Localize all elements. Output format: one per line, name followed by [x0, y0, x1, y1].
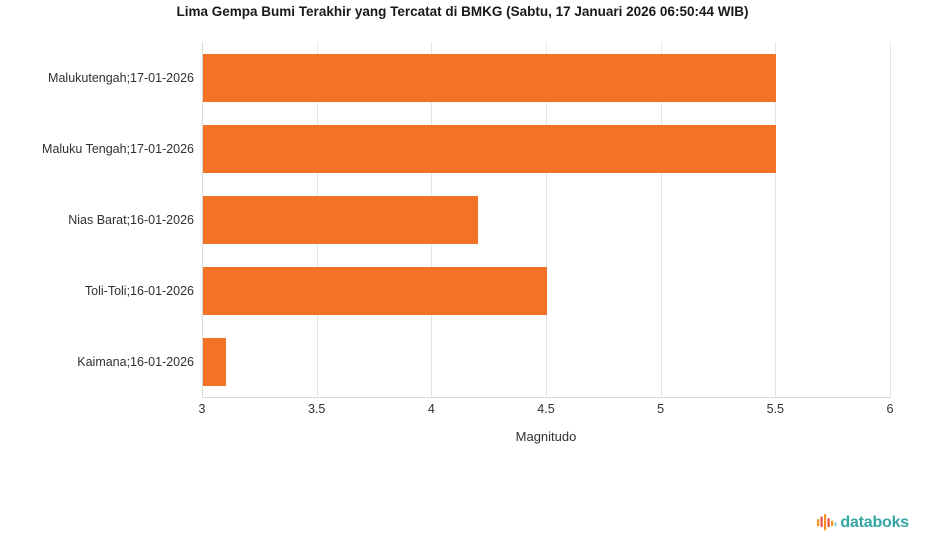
category-label: Nias Barat;16-01-2026	[68, 212, 194, 227]
plot-area	[202, 42, 891, 398]
x-tick-label: 3.5	[307, 402, 326, 416]
databoks-wordmark: databoks	[840, 514, 909, 531]
databoks-bars-icon	[817, 513, 837, 531]
gridline	[660, 42, 662, 397]
bar	[203, 195, 479, 244]
bar	[203, 337, 226, 386]
gridline	[546, 42, 547, 397]
x-tick-label: 5.5	[766, 402, 785, 416]
bar	[203, 266, 547, 315]
gridline	[890, 42, 891, 397]
bar	[203, 124, 777, 173]
x-tick-label: 5	[657, 402, 665, 416]
category-label: Maluku Tengah;17-01-2026	[42, 141, 194, 156]
x-axis-title: Magnitudo	[515, 429, 577, 444]
gridline	[775, 42, 777, 397]
x-tick-label: 3	[198, 402, 206, 416]
category-label: Toli-Toli;16-01-2026	[84, 283, 194, 298]
chart-title: Lima Gempa Bumi Terakhir yang Tercatat d…	[176, 4, 749, 19]
databoks-logo: databoks	[817, 512, 909, 534]
category-label: Malukutengah;17-01-2026	[48, 70, 194, 85]
bar	[203, 53, 777, 102]
category-label: Kaimana;16-01-2026	[77, 354, 194, 369]
x-tick-label: 4	[427, 402, 435, 416]
x-tick-label: 6	[886, 402, 894, 416]
x-tick-label: 4.5	[537, 402, 555, 416]
